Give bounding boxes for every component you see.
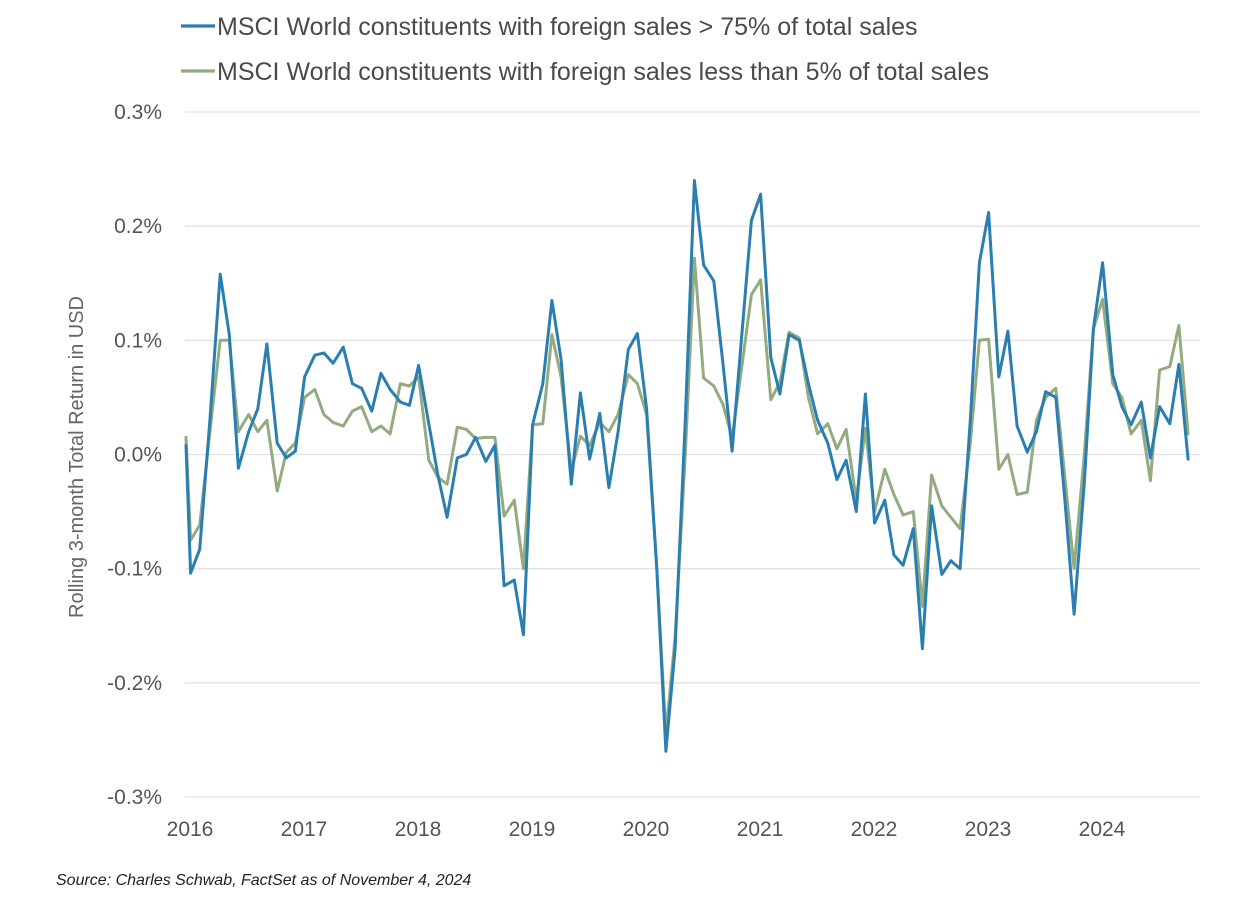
y-tick-label: 0.3% <box>114 101 162 124</box>
y-tick-label: 0.1% <box>114 329 162 352</box>
x-tick-label: 2020 <box>623 818 670 841</box>
x-tick-label: 2023 <box>965 818 1012 841</box>
x-tick-label: 2017 <box>281 818 328 841</box>
y-axis-tick-labels: 0.3% 0.2% 0.1% 0.0% -0.1% -0.2% -0.3% <box>107 101 162 809</box>
y-tick-label: 0.2% <box>114 215 162 238</box>
legend-label: MSCI World constituents with foreign sal… <box>217 13 918 41</box>
y-axis-title: Rolling 3-month Total Return in USD <box>66 296 88 618</box>
legend-label: MSCI World constituents with foreign sal… <box>217 58 989 86</box>
x-tick-label: 2018 <box>395 818 442 841</box>
series-lines <box>184 179 1190 753</box>
source-note: Source: Charles Schwab, FactSet as of No… <box>56 872 472 889</box>
x-tick-label: 2016 <box>167 818 214 841</box>
y-tick-label: -0.1% <box>107 558 162 581</box>
gridlines <box>185 111 1200 798</box>
y-tick-label: -0.3% <box>107 786 162 809</box>
series-line-2 <box>184 256 1190 736</box>
series-line-1 <box>184 179 1190 753</box>
x-axis-tick-labels: 2016 2017 2018 2019 2020 2021 2022 2023 2024 <box>167 818 1126 841</box>
y-tick-label: -0.2% <box>107 672 162 695</box>
x-tick-label: 2022 <box>851 818 898 841</box>
x-tick-label: 2024 <box>1079 818 1126 841</box>
x-tick-label: 2019 <box>509 818 556 841</box>
y-tick-label: 0.0% <box>114 444 162 467</box>
x-tick-label: 2021 <box>737 818 784 841</box>
legend: MSCI World constituents with foreign sal… <box>181 13 989 86</box>
